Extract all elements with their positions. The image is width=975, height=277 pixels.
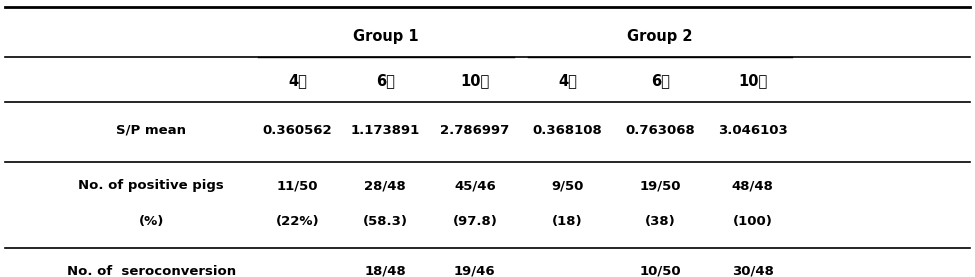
Text: 19/46: 19/46 [454,265,495,277]
Text: 45/46: 45/46 [454,179,495,192]
Text: 6주: 6주 [375,73,395,88]
Text: 30/48: 30/48 [732,265,773,277]
Text: 0.368108: 0.368108 [532,124,603,137]
Text: No. of  seroconversion: No. of seroconversion [66,265,236,277]
Text: 0.763068: 0.763068 [625,124,695,137]
Text: 0.360562: 0.360562 [262,124,332,137]
Text: Group 2: Group 2 [627,29,693,43]
Text: Group 1: Group 1 [353,29,419,43]
Text: 1.173891: 1.173891 [350,124,420,137]
Text: S/P mean: S/P mean [116,124,186,137]
Text: (%): (%) [138,215,164,228]
Text: 4주: 4주 [558,73,577,88]
Text: (97.8): (97.8) [452,215,497,228]
Text: 28/48: 28/48 [365,179,406,192]
Text: 2.786997: 2.786997 [440,124,510,137]
Text: 3.046103: 3.046103 [718,124,788,137]
Text: (18): (18) [552,215,583,228]
Text: (38): (38) [644,215,676,228]
Text: 10/50: 10/50 [640,265,681,277]
Text: 48/48: 48/48 [732,179,773,192]
Text: 10주: 10주 [738,73,767,88]
Text: 10주: 10주 [460,73,489,88]
Text: (22%): (22%) [276,215,319,228]
Text: 6주: 6주 [650,73,670,88]
Text: 9/50: 9/50 [551,179,584,192]
Text: (58.3): (58.3) [363,215,408,228]
Text: 4주: 4주 [288,73,307,88]
Text: (100): (100) [733,215,772,228]
Text: No. of positive pigs: No. of positive pigs [78,179,224,192]
Text: 18/48: 18/48 [365,265,406,277]
Text: 11/50: 11/50 [277,179,318,192]
Text: 19/50: 19/50 [640,179,681,192]
